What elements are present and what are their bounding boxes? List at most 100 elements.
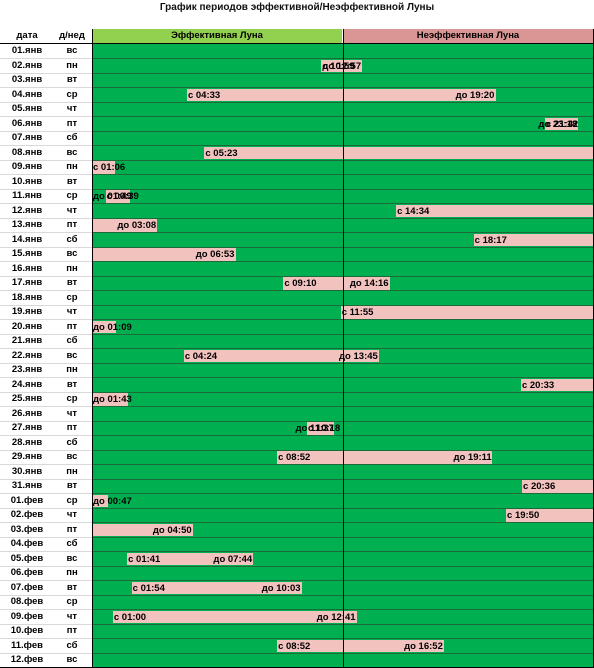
weekday-cell: ср (66, 291, 78, 303)
weekday-cell: вс (66, 654, 78, 665)
period-end-label: до 12:41 (316, 611, 356, 623)
period-end-label: до 01:43 (93, 394, 132, 405)
period-end-label: до 13:45 (339, 350, 378, 362)
weekday-cell: пн (66, 567, 78, 578)
period-end-label: до 11:37 (295, 423, 334, 434)
period-end-label: до 06:53 (195, 249, 235, 260)
weekday-cell: вт (66, 581, 78, 593)
header-weekday: д/нед (59, 30, 85, 41)
header-ineffective: Неэффективная Луна (343, 29, 593, 43)
date-cell: 15.янв (11, 248, 43, 259)
row-gridline (0, 145, 92, 146)
ineffective-period-bar (522, 480, 593, 493)
row-gridline (0, 623, 92, 625)
weekday-cell: вт (66, 175, 78, 187)
weekday-cell: вт (66, 480, 78, 491)
weekday-cell: вс (66, 451, 78, 462)
period-start-label: с 18:17 (474, 234, 507, 246)
period-start-label: с 01:41 (128, 553, 161, 565)
row-gridline (0, 203, 92, 204)
weekday-cell: ср (66, 88, 78, 100)
period-end-label: до 03:08 (117, 220, 157, 231)
weekday-cell: сб (66, 436, 78, 448)
date-cell: 03.янв (11, 74, 43, 85)
weekday-cell: ср (66, 494, 78, 506)
row-gridline (0, 232, 92, 233)
row-gridline (0, 304, 92, 306)
date-cell: 02.янв (11, 59, 43, 71)
row-gridline (0, 464, 92, 465)
weekday-cell: пт (66, 523, 78, 535)
ineffective-period-bar (321, 59, 363, 72)
period-start-label: с 05:23 (205, 147, 238, 159)
period-end-label: до 19:11 (453, 452, 492, 463)
ineffective-period-bar (92, 161, 115, 174)
period-start-label: с 10:59 (322, 60, 355, 72)
ineffective-period-bar (396, 204, 593, 217)
date-cell: 11.янв (12, 190, 42, 201)
weekday-cell: пт (66, 219, 78, 230)
row-gridline (0, 261, 92, 262)
weekday-cell: пт (66, 320, 78, 332)
weekday-cell: сб (66, 233, 78, 245)
ineffective-period-bar (92, 523, 193, 536)
row-gridline (0, 551, 92, 552)
ineffective-period-bar (544, 117, 579, 130)
row-gridline (0, 609, 92, 610)
period-end-label: до 10:03 (261, 582, 301, 594)
date-cell: 16.янв (11, 262, 43, 274)
date-cell: 10.фев (10, 625, 44, 636)
period-end-label: до 16:52 (404, 640, 443, 652)
date-cell: 14.янв (11, 233, 43, 245)
weekday-cell: вт (66, 277, 78, 288)
period-end-label: до 19:20 (455, 89, 495, 101)
date-cell: 03.фев (10, 523, 44, 535)
row-gridline (0, 638, 92, 639)
date-cell: 26.янв (11, 407, 43, 419)
date-cell: 28.янв (11, 436, 43, 448)
date-cell: 07.фев (10, 581, 44, 593)
row-gridline (0, 333, 92, 335)
period-start-label: с 09:10 (284, 278, 317, 289)
row-gridline (0, 246, 92, 248)
weekday-cell: чт (66, 610, 78, 622)
row-gridline (0, 377, 92, 378)
weekday-cell: вс (66, 45, 78, 56)
period-start-label: с 10:18 (308, 423, 341, 434)
period-end-label: до 12:57 (322, 60, 362, 72)
chart-title: График периодов эффективной/Неэффективно… (159, 2, 435, 13)
period-end-label: до 23:18 (538, 118, 578, 130)
row-gridline (0, 159, 92, 161)
weekday-cell: вс (66, 248, 78, 259)
date-cell: 19.янв (11, 306, 43, 317)
date-cell: 18.янв (11, 291, 43, 303)
weekday-cell: чт (66, 306, 78, 317)
row-gridline (0, 188, 92, 190)
date-cell: 05.фев (10, 552, 44, 564)
weekday-cell: ср (66, 190, 78, 201)
date-cell: 25.янв (11, 393, 43, 404)
date-cell: 01.янв (11, 45, 43, 56)
row-gridline (0, 348, 92, 349)
weekday-cell: сб (66, 639, 78, 651)
weekday-cell: пт (66, 625, 78, 636)
date-cell: 10.янв (11, 175, 43, 187)
ineffective-period-bar (183, 349, 380, 362)
timeline-left-border (91, 29, 93, 668)
weekday-cell: чт (66, 204, 78, 216)
period-end-label: до 04:50 (152, 524, 192, 536)
weekday-cell: пт (66, 117, 78, 129)
period-end-label: до 01:09 (93, 321, 132, 333)
date-cell: 29.янв (11, 451, 43, 462)
row-gridline (0, 478, 92, 480)
ineffective-period-bar (277, 639, 445, 652)
ineffective-period-bar (92, 248, 236, 261)
weekday-cell: пт (66, 422, 78, 433)
header-date: дата (16, 30, 38, 41)
period-start-label: с 19:50 (507, 510, 540, 521)
ineffective-period-bar (473, 233, 593, 246)
date-cell: 07.янв (11, 132, 43, 143)
period-start-label: с 01:06 (93, 162, 126, 173)
ineffective-period-bar (105, 190, 130, 203)
date-cell: 06.фев (10, 567, 44, 578)
